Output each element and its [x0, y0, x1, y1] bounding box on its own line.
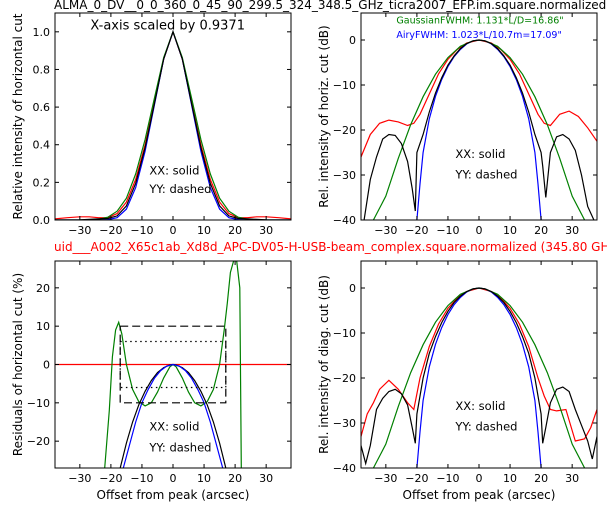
y-tick-label: −10	[333, 327, 356, 340]
annotation-text: XX: solid	[149, 420, 199, 434]
series-line-6	[119, 340, 227, 389]
series-line-4	[361, 287, 597, 466]
x-tick-label: 10	[197, 472, 211, 485]
x-tick-label: 30	[565, 472, 579, 485]
x-tick-label: 10	[503, 224, 517, 237]
figure-title: ALMA_0_DV__0_0_360_0_45_90_299.5_324_348…	[54, 0, 606, 12]
y-tick-label: 0.8	[33, 63, 51, 76]
x-tick-label: 20	[534, 224, 548, 237]
x-tick-label: 20	[228, 224, 242, 237]
y-tick-label: 0.6	[33, 101, 51, 114]
y-tick-label: 0.4	[33, 139, 51, 152]
x-tick-label: −30	[68, 224, 91, 237]
y-tick-label: 0	[349, 282, 356, 295]
series-line-2	[104, 261, 242, 468]
annotation-text: XX: solid	[455, 399, 505, 413]
series-line-4	[55, 29, 291, 220]
annotation-text: GaussianFWHM: 1.131*L/D=16.86"	[396, 15, 563, 26]
x-tick-label: 0	[476, 224, 483, 237]
y-axis-label: Relative intensity of horizontal cut	[11, 13, 25, 219]
y-tick-label: −30	[333, 169, 356, 182]
x-tick-label: −10	[436, 472, 459, 485]
x-tick-label: −10	[130, 224, 153, 237]
x-tick-label: 0	[170, 224, 177, 237]
x-tick-label: −30	[374, 224, 397, 237]
annotation-text: XX: solid	[149, 163, 199, 177]
series-line-4	[363, 39, 595, 220]
y-tick-label: −20	[333, 124, 356, 137]
annotation-text: YY: dashed	[454, 420, 517, 434]
x-tick-label: 10	[503, 472, 517, 485]
series-line-4	[122, 363, 224, 468]
y-tick-label: −10	[333, 79, 356, 92]
y-tick-label: 1.0	[33, 26, 51, 39]
y-tick-label: −20	[333, 372, 356, 385]
x-tick-label: −30	[68, 472, 91, 485]
x-tick-label: −20	[99, 472, 122, 485]
panel-top-left: −30 −20 −10 0 10 20 30 0.0 0.2 0.4 0.6 0.8 1.0 Relati…	[11, 12, 292, 237]
x-tick-label: 30	[259, 224, 273, 237]
y-tick-label: −30	[333, 417, 356, 430]
x-tick-label: 30	[259, 472, 273, 485]
y-axis-label: Rel. intensity of horiz. cut (dB)	[317, 25, 331, 207]
annotation-text: AiryFWHM: 1.023*L/10.7m=17.09"	[396, 30, 561, 41]
y-tick-label: 20	[36, 282, 50, 295]
series-line-5	[119, 325, 227, 404]
y-tick-label: 10	[36, 320, 50, 333]
y-tick-label: 0	[349, 34, 356, 47]
figure-subtitle: uid___A002_X65c1ab_Xd8d_APC-DV05-H-USB-b…	[54, 240, 607, 254]
annotation-text: YY: dashed	[454, 168, 517, 182]
x-tick-label: −20	[405, 472, 428, 485]
x-tick-label: −10	[436, 224, 459, 237]
x-tick-label: 20	[534, 472, 548, 485]
annotation-text: YY: dashed	[148, 182, 211, 196]
y-tick-label: 0.0	[33, 214, 51, 227]
x-axis-label: Offset from peak (arcsec)	[97, 488, 250, 502]
x-tick-label: 30	[565, 224, 579, 237]
annotation-text: XX: solid	[455, 147, 505, 161]
y-tick-label: 0	[43, 359, 50, 372]
y-tick-label: −40	[333, 214, 356, 227]
x-axis-label: Offset from peak (arcsec)	[403, 488, 556, 502]
x-tick-label: −20	[405, 224, 428, 237]
y-tick-label: −10	[27, 397, 50, 410]
x-tick-label: 0	[170, 472, 177, 485]
y-tick-label: 0.2	[33, 176, 51, 189]
y-tick-label: −20	[27, 435, 50, 448]
y-axis-label: Residuals of horizontal cut (%)	[11, 273, 25, 456]
x-tick-label: 10	[197, 224, 211, 237]
annotation-text: X-axis scaled by 0.9371	[90, 19, 245, 34]
panels: −30 −20 −10 0 10 20 30 0.0 0.2 0.4 0.6 0.8 1.0 Relati…	[11, 12, 598, 502]
x-tick-label: −30	[374, 472, 397, 485]
x-tick-label: −10	[130, 472, 153, 485]
x-tick-label: 20	[228, 472, 242, 485]
x-tick-label: 0	[476, 472, 483, 485]
x-tick-label: −20	[99, 224, 122, 237]
y-axis-label: Rel. intensity of diag. cut (dB)	[317, 275, 331, 454]
y-tick-label: −40	[333, 462, 356, 475]
annotation-text: YY: dashed	[148, 440, 211, 454]
